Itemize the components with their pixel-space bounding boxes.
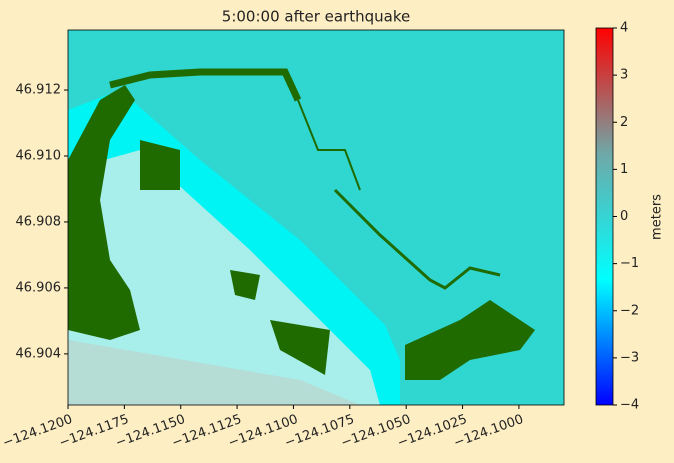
y-tick-label: 46.906 — [16, 280, 62, 295]
y-tick-label: 46.910 — [16, 148, 62, 163]
plot-frame — [67, 29, 565, 406]
colorbar — [595, 27, 614, 406]
colorbar-label: meters — [650, 194, 665, 240]
colorbar-tick-label: −1 — [620, 256, 639, 271]
colorbar-tick-label: −4 — [620, 398, 639, 413]
colorbar-tick-label: −3 — [620, 350, 639, 365]
y-tick-label: 46.912 — [16, 83, 62, 98]
colorbar-tick-label: 2 — [620, 115, 628, 130]
colorbar-tick-label: 3 — [620, 68, 628, 83]
chart-title: 5:00:00 after earthquake — [222, 8, 410, 26]
colorbar-tick-label: 0 — [620, 209, 628, 224]
colorbar-tick-label: −2 — [620, 303, 639, 318]
y-tick-label: 46.908 — [16, 214, 62, 229]
map-image — [68, 30, 564, 405]
y-tick-label: 46.904 — [16, 346, 62, 361]
colorbar-tick-label: 4 — [620, 21, 628, 36]
colorbar-tick-label: 1 — [620, 162, 628, 177]
